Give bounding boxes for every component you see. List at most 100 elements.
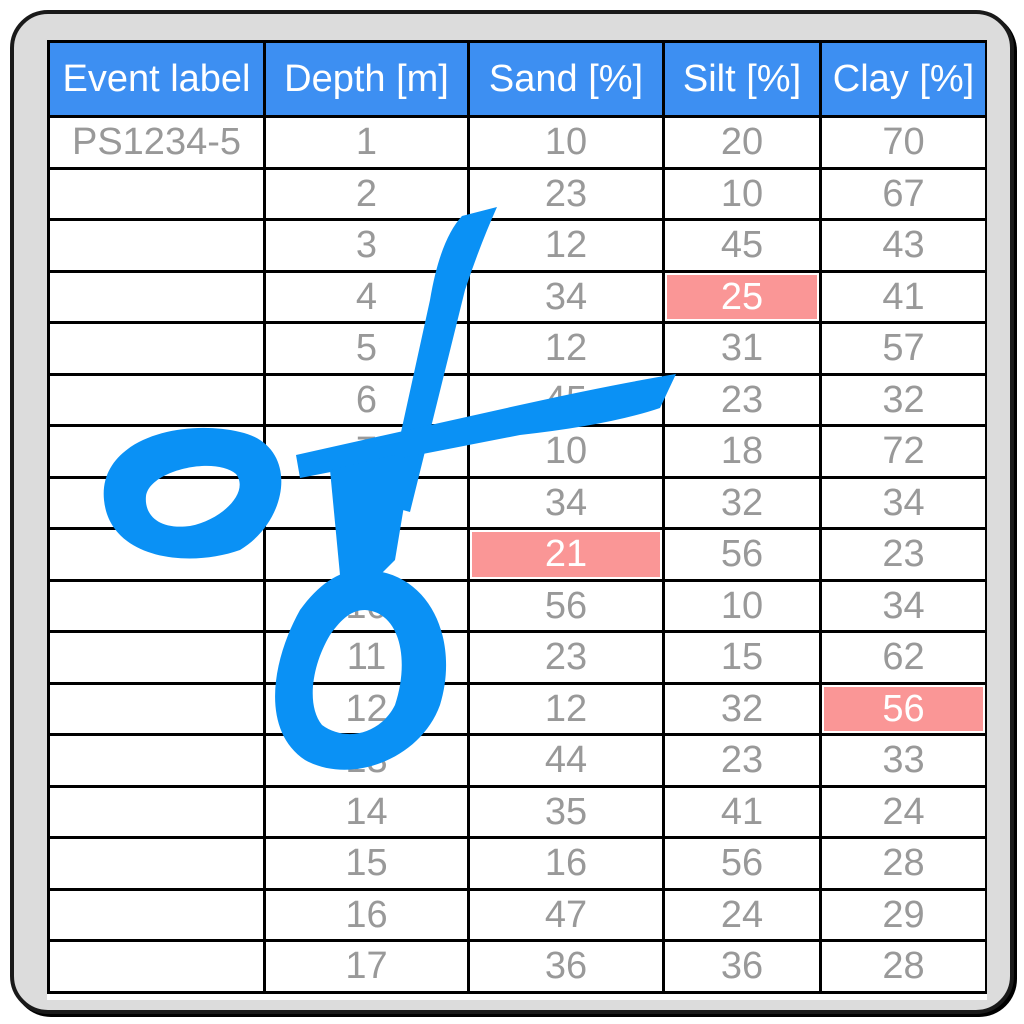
column-header-sand: Sand [%]	[467, 40, 665, 118]
cell-depth: 12	[263, 681, 470, 736]
cell-event-label	[47, 475, 266, 530]
cell-depth: 6	[263, 372, 470, 427]
cell-event-label	[47, 166, 266, 221]
cell-sand: 36	[467, 939, 665, 994]
table-row: 8 34 32 34	[47, 475, 987, 530]
cell-clay: 28	[819, 836, 987, 891]
column-header-silt: Silt [%]	[662, 40, 822, 118]
cell-silt: 23	[662, 733, 822, 788]
table-row: PS1234-5 1 10 20 70	[47, 115, 987, 170]
cell-silt: 15	[662, 630, 822, 685]
table-row: 16 47 24 29	[47, 887, 987, 942]
cell-event-label	[47, 527, 266, 582]
cell-event-label	[47, 939, 266, 994]
cell-depth: 3	[263, 218, 470, 273]
cell-silt: 31	[662, 321, 822, 376]
table-row: 4 34 25 41	[47, 269, 987, 324]
cell-silt: 18	[662, 424, 822, 479]
cell-event-label	[47, 218, 266, 273]
cell-silt: 10	[662, 166, 822, 221]
cell-sand: 16	[467, 836, 665, 891]
cell-depth: 2	[263, 166, 470, 221]
cell-sand: 34	[467, 269, 665, 324]
cell-depth: 4	[263, 269, 470, 324]
table-row: 2 23 10 67	[47, 166, 987, 221]
cell-silt: 10	[662, 578, 822, 633]
cell-sand: 12	[467, 681, 665, 736]
cell-depth: 14	[263, 784, 470, 839]
table-row: 13 44 23 33	[47, 733, 987, 788]
cell-event-label	[47, 578, 266, 633]
table-row: 5 12 31 57	[47, 321, 987, 376]
cell-clay: 34	[819, 578, 987, 633]
cell-depth: 1	[263, 115, 470, 170]
cell-sand: 47	[467, 887, 665, 942]
cell-depth: 15	[263, 836, 470, 891]
cell-silt: 20	[662, 115, 822, 170]
cell-event-label	[47, 784, 266, 839]
cell-sand: 44	[467, 733, 665, 788]
table-row: 17 36 36 28	[47, 939, 987, 994]
cell-sand: 10	[467, 115, 665, 170]
cell-silt: 36	[662, 939, 822, 994]
cell-sand: 10	[467, 424, 665, 479]
table-row: 6 45 23 32	[47, 372, 987, 427]
table-row: 7 10 18 72	[47, 424, 987, 479]
cell-silt: 32	[662, 681, 822, 736]
cell-silt-highlighted: 25	[662, 269, 822, 324]
cell-depth: 11	[263, 630, 470, 685]
cell-sand: 34	[467, 475, 665, 530]
cell-clay: 67	[819, 166, 987, 221]
table-row: 11 23 15 62	[47, 630, 987, 685]
cell-silt: 56	[662, 527, 822, 582]
cell-event-label	[47, 321, 266, 376]
cell-event-label	[47, 681, 266, 736]
cell-clay: 33	[819, 733, 987, 788]
cell-silt: 24	[662, 887, 822, 942]
cell-clay: 43	[819, 218, 987, 273]
table-row: 12 12 32 56	[47, 681, 987, 736]
cell-event-label	[47, 630, 266, 685]
cell-silt: 41	[662, 784, 822, 839]
table-card: Event label Depth [m] Sand [%] Silt [%] …	[10, 10, 1014, 1014]
cell-sand: 12	[467, 321, 665, 376]
table-container: Event label Depth [m] Sand [%] Silt [%] …	[47, 40, 987, 1000]
cell-depth: 5	[263, 321, 470, 376]
cell-sand: 23	[467, 630, 665, 685]
cell-depth: 7	[263, 424, 470, 479]
cell-event-label	[47, 372, 266, 427]
cell-depth: 9	[263, 527, 470, 582]
cell-event-label	[47, 424, 266, 479]
cell-clay: 41	[819, 269, 987, 324]
cell-event-label	[47, 836, 266, 891]
cell-sand: 45	[467, 372, 665, 427]
cell-clay: 57	[819, 321, 987, 376]
cell-event-label	[47, 269, 266, 324]
cell-sand: 56	[467, 578, 665, 633]
table-row: 14 35 41 24	[47, 784, 987, 839]
table-row: 3 12 45 43	[47, 218, 987, 273]
cell-silt: 45	[662, 218, 822, 273]
cell-clay: 70	[819, 115, 987, 170]
cell-depth: 16	[263, 887, 470, 942]
cell-clay-highlighted: 56	[819, 681, 987, 736]
column-header-clay: Clay [%]	[819, 40, 987, 118]
data-table: Event label Depth [m] Sand [%] Silt [%] …	[47, 40, 987, 994]
cell-event-label: PS1234-5	[47, 115, 266, 170]
cell-event-label	[47, 733, 266, 788]
cell-depth: 13	[263, 733, 470, 788]
header-row: Event label Depth [m] Sand [%] Silt [%] …	[47, 40, 987, 118]
cell-depth: 17	[263, 939, 470, 994]
column-header-event-label: Event label	[47, 40, 266, 118]
cell-clay: 34	[819, 475, 987, 530]
cell-depth: 8	[263, 475, 470, 530]
cell-sand-highlighted: 21	[467, 527, 665, 582]
cell-sand: 35	[467, 784, 665, 839]
cell-clay: 72	[819, 424, 987, 479]
cell-clay: 62	[819, 630, 987, 685]
cell-clay: 23	[819, 527, 987, 582]
table-row: 10 56 10 34	[47, 578, 987, 633]
cell-depth: 10	[263, 578, 470, 633]
cell-silt: 32	[662, 475, 822, 530]
cell-silt: 56	[662, 836, 822, 891]
